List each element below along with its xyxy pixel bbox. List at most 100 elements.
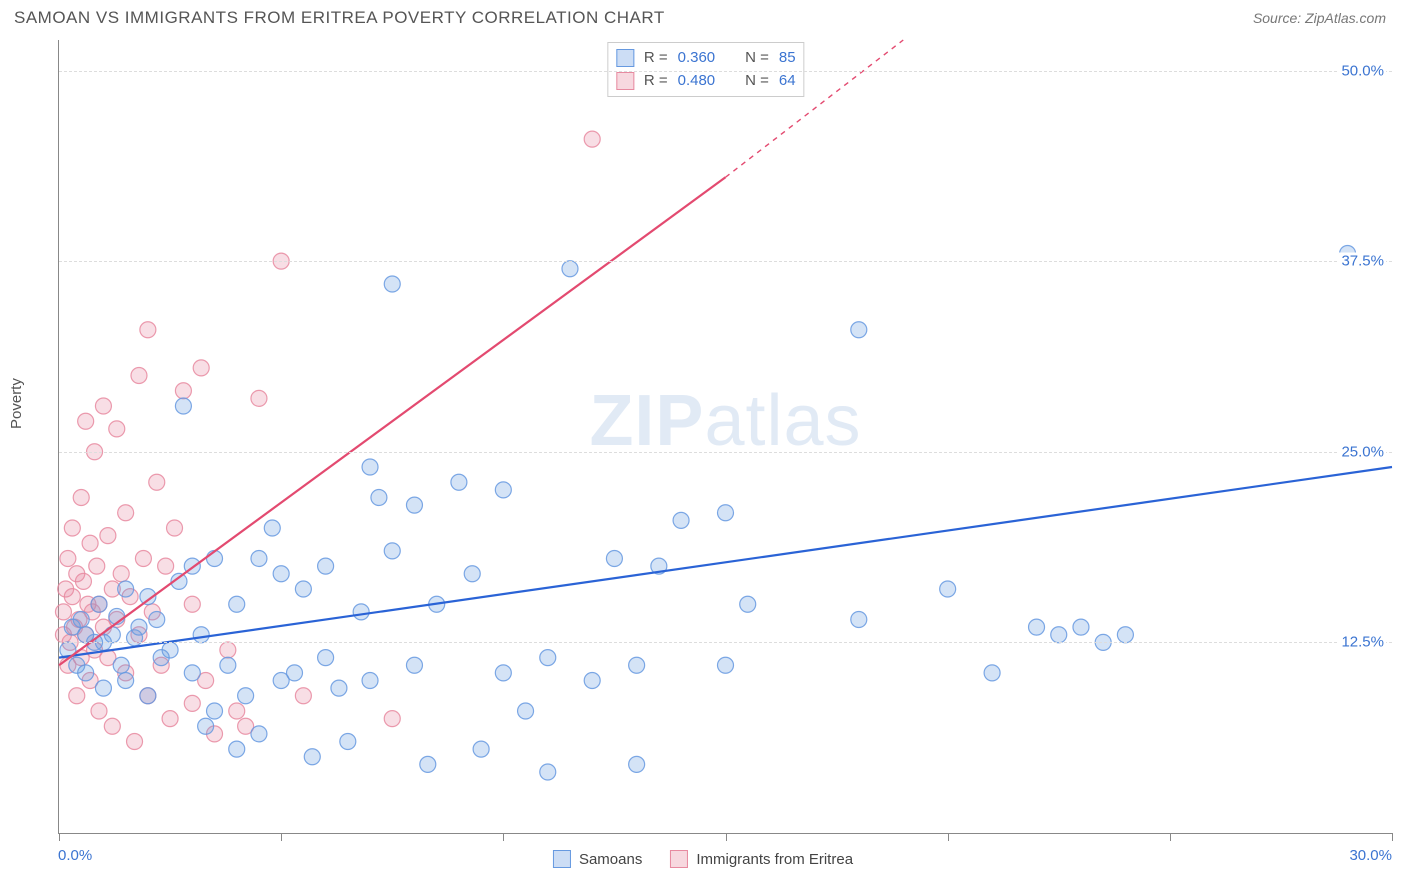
data-point-eritrea: [91, 703, 107, 719]
y-tick-label: 25.0%: [1339, 443, 1386, 460]
data-point-samoans: [718, 505, 734, 521]
data-point-samoans: [495, 482, 511, 498]
data-point-eritrea: [229, 703, 245, 719]
data-point-eritrea: [140, 322, 156, 338]
data-point-eritrea: [113, 566, 129, 582]
data-point-eritrea: [184, 596, 200, 612]
data-point-eritrea: [95, 398, 111, 414]
data-point-eritrea: [100, 528, 116, 544]
data-point-samoans: [540, 650, 556, 666]
data-point-samoans: [384, 543, 400, 559]
source-label: Source: ZipAtlas.com: [1253, 10, 1386, 26]
legend-label-eritrea: Immigrants from Eritrea: [696, 851, 853, 868]
data-point-samoans: [406, 497, 422, 513]
series-legend: Samoans Immigrants from Eritrea: [553, 850, 853, 868]
data-point-samoans: [304, 749, 320, 765]
plot-svg: [59, 40, 1392, 833]
data-point-eritrea: [104, 718, 120, 734]
data-point-eritrea: [82, 535, 98, 551]
data-point-eritrea: [64, 520, 80, 536]
data-point-eritrea: [167, 520, 183, 536]
data-point-samoans: [464, 566, 480, 582]
data-point-eritrea: [251, 390, 267, 406]
chart-title: SAMOAN VS IMMIGRANTS FROM ERITREA POVERT…: [14, 8, 665, 28]
data-point-eritrea: [175, 383, 191, 399]
data-point-samoans: [251, 551, 267, 567]
data-point-samoans: [420, 756, 436, 772]
data-point-eritrea: [149, 474, 165, 490]
data-point-samoans: [220, 657, 236, 673]
data-point-eritrea: [193, 360, 209, 376]
data-point-samoans: [629, 657, 645, 673]
data-point-samoans: [73, 612, 89, 628]
data-point-samoans: [95, 680, 111, 696]
data-point-eritrea: [69, 688, 85, 704]
data-point-samoans: [562, 261, 578, 277]
data-point-samoans: [91, 596, 107, 612]
legend-item-eritrea: Immigrants from Eritrea: [670, 850, 853, 868]
data-point-samoans: [286, 665, 302, 681]
data-point-samoans: [229, 596, 245, 612]
data-point-samoans: [318, 558, 334, 574]
data-point-eritrea: [162, 711, 178, 727]
data-point-samoans: [362, 673, 378, 689]
data-point-eritrea: [60, 551, 76, 567]
data-point-eritrea: [73, 490, 89, 506]
data-point-samoans: [406, 657, 422, 673]
data-point-samoans: [118, 673, 134, 689]
data-point-eritrea: [118, 505, 134, 521]
data-point-samoans: [740, 596, 756, 612]
data-point-samoans: [318, 650, 334, 666]
data-point-samoans: [473, 741, 489, 757]
plot-area: ZIPatlas R = 0.360 N = 85 R = 0.480 N = …: [58, 40, 1392, 834]
data-point-samoans: [113, 657, 129, 673]
data-point-eritrea: [295, 688, 311, 704]
data-point-samoans: [353, 604, 369, 620]
chart-container: Poverty ZIPatlas R = 0.360 N = 85 R = 0.…: [14, 40, 1392, 878]
swatch-icon: [670, 850, 688, 868]
data-point-samoans: [518, 703, 534, 719]
data-point-eritrea: [131, 368, 147, 384]
data-point-samoans: [175, 398, 191, 414]
data-point-samoans: [1073, 619, 1089, 635]
x-axis-end-label: 30.0%: [1349, 847, 1392, 864]
data-point-samoans: [1029, 619, 1045, 635]
trend-line-ext-eritrea: [726, 40, 904, 177]
data-point-samoans: [229, 741, 245, 757]
data-point-samoans: [1117, 627, 1133, 643]
data-point-samoans: [264, 520, 280, 536]
data-point-eritrea: [89, 558, 105, 574]
trend-line-eritrea: [59, 177, 726, 665]
data-point-samoans: [718, 657, 734, 673]
data-point-samoans: [331, 680, 347, 696]
data-point-samoans: [118, 581, 134, 597]
y-tick-label: 37.5%: [1339, 253, 1386, 270]
data-point-eritrea: [135, 551, 151, 567]
data-point-samoans: [940, 581, 956, 597]
legend-label-samoans: Samoans: [579, 851, 642, 868]
data-point-samoans: [1051, 627, 1067, 643]
data-point-samoans: [984, 665, 1000, 681]
y-tick-label: 12.5%: [1339, 634, 1386, 651]
data-point-samoans: [273, 566, 289, 582]
y-tick-label: 50.0%: [1339, 62, 1386, 79]
data-point-eritrea: [64, 589, 80, 605]
data-point-samoans: [140, 688, 156, 704]
data-point-eritrea: [584, 131, 600, 147]
data-point-samoans: [78, 665, 94, 681]
data-point-samoans: [451, 474, 467, 490]
data-point-samoans: [584, 673, 600, 689]
data-point-samoans: [238, 688, 254, 704]
data-point-samoans: [198, 718, 214, 734]
data-point-eritrea: [127, 734, 143, 750]
data-point-samoans: [495, 665, 511, 681]
data-point-eritrea: [55, 604, 71, 620]
data-point-samoans: [340, 734, 356, 750]
data-point-eritrea: [184, 695, 200, 711]
x-axis-start-label: 0.0%: [58, 847, 92, 864]
data-point-samoans: [606, 551, 622, 567]
data-point-samoans: [851, 322, 867, 338]
swatch-icon: [553, 850, 571, 868]
data-point-samoans: [362, 459, 378, 475]
data-point-eritrea: [109, 421, 125, 437]
